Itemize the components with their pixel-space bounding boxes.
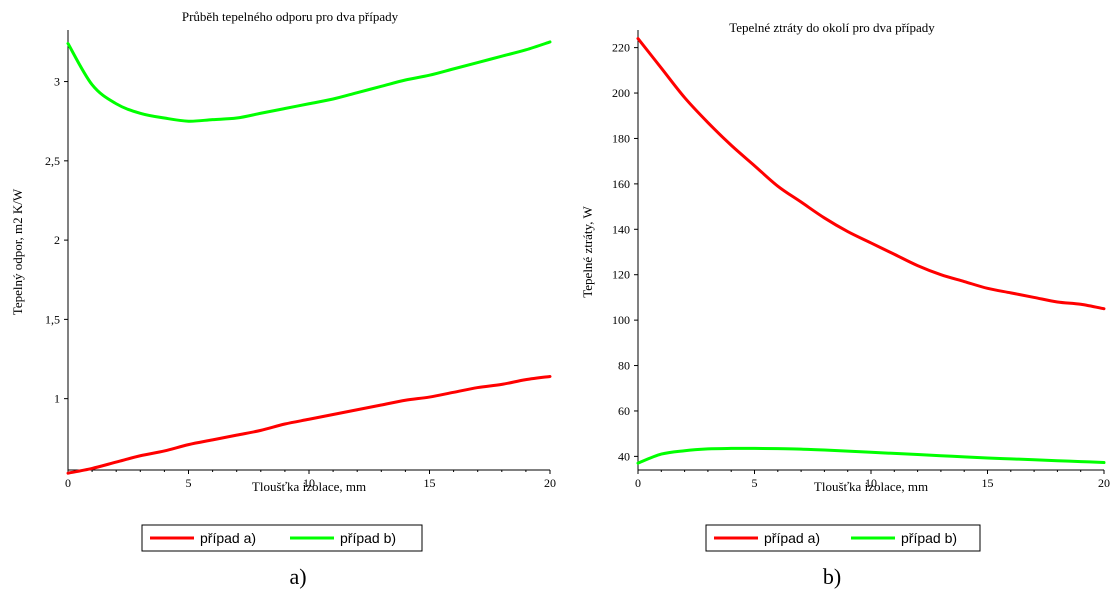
- y-tick-label: 40: [618, 449, 630, 463]
- series-line-a: [66, 374, 552, 475]
- x-tick-label: 15: [982, 476, 994, 490]
- legend-label: případ a): [764, 530, 820, 546]
- x-tick-label: 20: [544, 476, 556, 490]
- panel-caption: a): [289, 564, 306, 589]
- x-tick-label: 0: [635, 476, 641, 490]
- y-axis-label: Tepelné ztráty, W: [580, 206, 595, 298]
- x-tick-label: 0: [65, 476, 71, 490]
- legend-label: případ a): [200, 530, 256, 546]
- x-tick-label: 15: [424, 476, 436, 490]
- chart-title: Tepelné ztráty do okolí pro dva případy: [729, 20, 935, 35]
- chart-panel-2: Tepelné ztráty do okolí pro dva případy 0…: [580, 20, 1110, 589]
- x-tick-label: 5: [752, 476, 758, 490]
- y-tick-label: 2,5: [45, 154, 60, 168]
- y-tick-label: 120: [612, 268, 630, 282]
- y-tick-label: 80: [618, 359, 630, 373]
- y-tick-label: 2: [54, 233, 60, 247]
- y-tick-label: 200: [612, 86, 630, 100]
- y-tick-label: 180: [612, 131, 630, 145]
- series-line-b: [636, 446, 1106, 465]
- panel-caption: b): [823, 564, 841, 589]
- legend-label: případ b): [901, 530, 957, 546]
- y-tick-label: 100: [612, 313, 630, 327]
- x-tick-label: 5: [186, 476, 192, 490]
- x-tick-label: 20: [1098, 476, 1110, 490]
- series-line-b: [66, 40, 552, 123]
- legend-label: případ b): [340, 530, 396, 546]
- y-tick-label: 140: [612, 222, 630, 236]
- y-tick-label: 3: [54, 75, 60, 89]
- x-axis-label: Tloušťka izolace, mm: [814, 479, 928, 494]
- y-tick-label: 60: [618, 404, 630, 418]
- series-line-a: [636, 37, 1106, 311]
- y-axis-label: Tepelný odpor, m2 K/W: [10, 188, 25, 315]
- y-tick-label: 160: [612, 177, 630, 191]
- y-tick-label: 1,5: [45, 312, 60, 326]
- x-tick-label: 10: [865, 476, 877, 490]
- y-tick-label: 220: [612, 41, 630, 55]
- chart-panel-1: Průběh tepelného odporu pro dva případy 0…: [10, 9, 556, 589]
- legend: případ a) případ b): [705, 524, 981, 552]
- x-tick-label: 10: [303, 476, 315, 490]
- chart-title: Průběh tepelného odporu pro dva případy: [182, 9, 399, 24]
- legend: případ a) případ b): [141, 524, 423, 552]
- x-axis-label: Tloušťka izolace, mm: [252, 479, 366, 494]
- y-tick-label: 1: [54, 392, 60, 406]
